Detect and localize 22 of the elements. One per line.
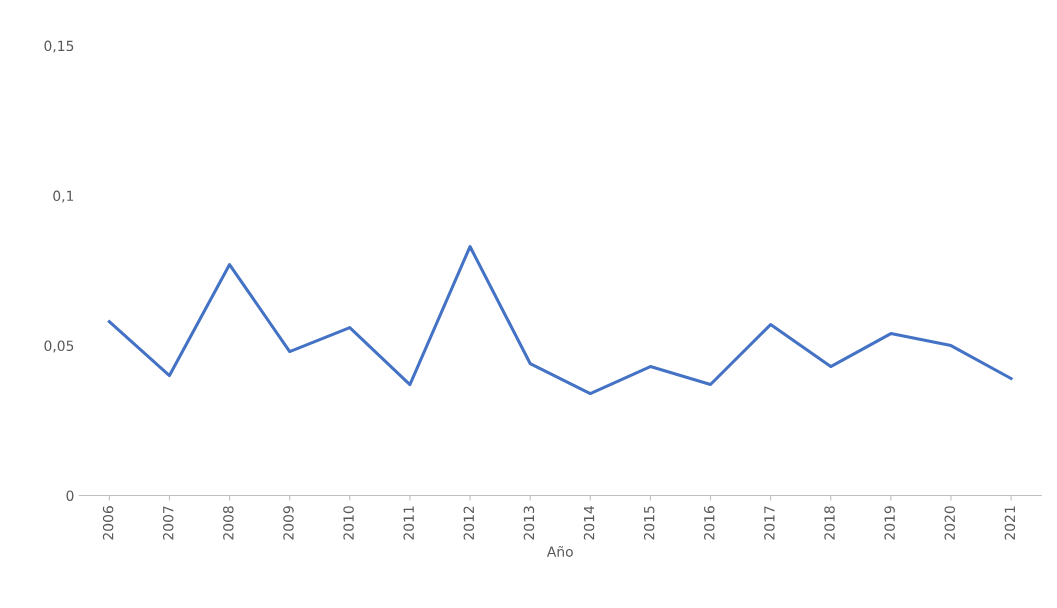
x-tick-label: 2020 xyxy=(944,506,955,540)
x-tick-label: 2015 xyxy=(643,506,655,540)
x-tick-label: 2019 xyxy=(884,506,895,540)
x-axis-title: Año xyxy=(546,545,573,557)
y-tick-label: 0,05 xyxy=(44,340,74,353)
x-tick-label: 2013 xyxy=(523,506,535,540)
x-tick-label: 2012 xyxy=(463,506,475,540)
x-tick-label: 2010 xyxy=(343,506,354,540)
x-tick-label: 2009 xyxy=(283,506,294,540)
x-tick-label: 2014 xyxy=(583,506,595,540)
x-tick-label: 2011 xyxy=(403,506,414,540)
y-tick-label: 0,1 xyxy=(53,190,74,203)
x-tick-label: 2008 xyxy=(223,506,234,540)
x-tick-label: 2021 xyxy=(1004,506,1016,540)
y-tick-label: 0 xyxy=(66,490,74,501)
x-tick-label: 2007 xyxy=(162,506,174,540)
x-tick-label: 2017 xyxy=(764,506,775,540)
x-tick-label: 2016 xyxy=(704,506,715,540)
x-tick-label: 2006 xyxy=(102,506,114,540)
x-tick-label: 2018 xyxy=(824,506,835,540)
y-tick-label: 0,15 xyxy=(44,40,74,53)
line-series xyxy=(107,245,1013,396)
